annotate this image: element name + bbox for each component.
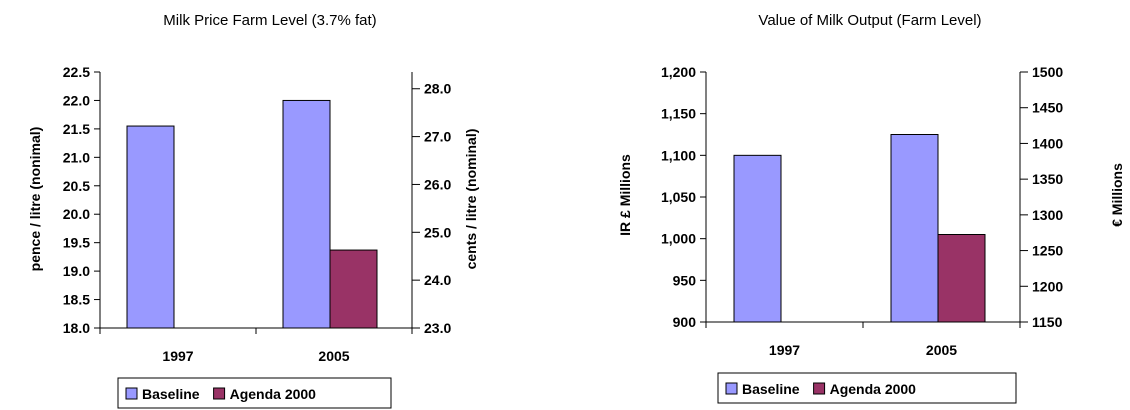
legend-swatch: [813, 382, 826, 395]
y-axis-label: pence / litre (nonimal): [27, 127, 43, 272]
legend: Baseline Agenda 2000: [117, 377, 392, 409]
y2-tick-label: 26.0: [424, 176, 451, 192]
y-tick-label: 1,100: [661, 147, 696, 163]
x-tick-label: 2005: [926, 342, 957, 358]
y-tick-label: 19.5: [63, 235, 90, 251]
axes: [700, 71, 1028, 328]
bar-baseline-1997: [126, 125, 175, 329]
milk-price-chart: Milk Price Farm Level (3.7% fat) pence /…: [27, 12, 479, 409]
y2-tick-label: 1400: [1032, 135, 1063, 151]
y-tick-label: 900: [673, 314, 697, 330]
bar-group: [126, 99, 378, 329]
bar-baseline-2005: [890, 134, 939, 323]
y2-tick-label: 23.0: [424, 320, 451, 336]
y-tick-label: 20.0: [63, 206, 90, 222]
y2-tick-label: 1350: [1032, 171, 1063, 187]
y-tick-label: 1,050: [661, 189, 696, 205]
bar-agenda-2000-2005: [329, 249, 378, 329]
y2-tick-label: 28.0: [424, 81, 451, 97]
y-tick-label: 1,000: [661, 231, 696, 247]
x-tick-label: 1997: [769, 342, 800, 358]
legend-swatch: [125, 387, 138, 400]
y-tick-label: 22.0: [63, 92, 90, 108]
legend-box: [117, 377, 392, 409]
y-tick-label: 1,150: [661, 106, 696, 122]
axes: [94, 71, 420, 334]
y2-tick-label: 1200: [1032, 278, 1063, 294]
y2-tick-label: 25.0: [424, 224, 451, 240]
legend-swatch: [213, 387, 226, 400]
x-tick-label: 2005: [318, 348, 349, 364]
legend-swatch: [725, 382, 738, 395]
bar-agenda-2000-2005: [937, 234, 986, 323]
y-axis-label: IR £ Millions: [617, 154, 633, 236]
bar-group: [733, 134, 986, 323]
y-tick-label: 950: [673, 272, 697, 288]
legend-box: [717, 372, 1017, 404]
tick-labels: 1997 2005 18.0 18.5 19.0 19.5 20.0 20.5 21.0 21.5…: [63, 64, 452, 364]
legend-label: Baseline: [142, 386, 200, 402]
y-tick-label: 18.0: [63, 320, 90, 336]
y2-tick-label: 24.0: [424, 272, 451, 288]
y2-tick-label: 27.0: [424, 129, 451, 145]
y-tick-label: 19.0: [63, 263, 90, 279]
legend-label: Agenda 2000: [230, 386, 317, 402]
x-tick-label: 1997: [162, 348, 193, 364]
bar-baseline-1997: [733, 154, 782, 323]
chart-title: Milk Price Farm Level (3.7% fat): [163, 12, 376, 29]
y2-tick-label: 1450: [1032, 100, 1063, 116]
y-tick-label: 20.5: [63, 178, 90, 194]
y-tick-label: 1,200: [661, 64, 696, 80]
y-tick-label: 21.0: [63, 149, 90, 165]
tick-labels: 1997 2005 900 950 1,000 1,050 1,100 1,150 1,200 1…: [661, 64, 1063, 358]
y2-tick-label: 1300: [1032, 207, 1063, 223]
y-tick-label: 21.5: [63, 121, 90, 137]
y-tick-label: 18.5: [63, 292, 90, 308]
bar-baseline-2005: [282, 99, 331, 329]
y-tick-label: 22.5: [63, 64, 90, 80]
legend-label: Agenda 2000: [830, 381, 917, 397]
legend: Baseline Agenda 2000: [717, 372, 1017, 404]
y2-tick-label: 1500: [1032, 64, 1063, 80]
y2-axis-label: cents / litre (nominal): [463, 129, 479, 270]
legend-label: Baseline: [742, 381, 800, 397]
milk-output-chart: Value of Milk Output (Farm Level) IR £ M…: [617, 12, 1125, 404]
chart-title: Value of Milk Output (Farm Level): [758, 12, 981, 29]
y2-axis-label: € Millions: [1109, 163, 1125, 227]
y2-tick-label: 1250: [1032, 243, 1063, 259]
y2-tick-label: 1150: [1032, 314, 1063, 330]
